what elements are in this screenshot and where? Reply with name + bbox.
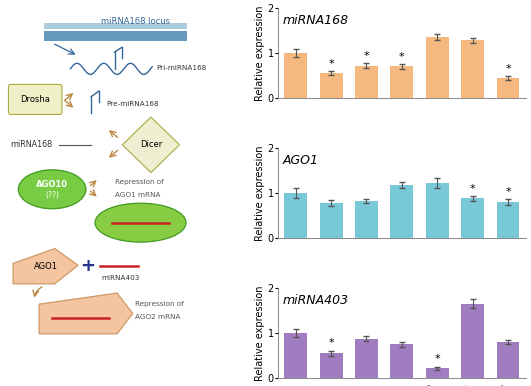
Text: *: * [505, 64, 511, 74]
Ellipse shape [18, 170, 86, 209]
Bar [284, 53, 307, 98]
Bar [461, 198, 484, 238]
Text: +: + [80, 257, 95, 275]
Text: AGO1: AGO1 [283, 154, 319, 167]
Text: AGO1: AGO1 [33, 262, 58, 271]
Text: AGO10: AGO10 [36, 180, 68, 190]
Bar [461, 304, 484, 378]
Text: Pre-miRNA168: Pre-miRNA168 [107, 101, 159, 107]
Text: *: * [470, 184, 475, 194]
Bar [390, 344, 413, 378]
Text: (??): (??) [45, 191, 59, 200]
Text: *: * [434, 354, 440, 364]
Bar [355, 339, 378, 378]
Bar [496, 202, 519, 238]
Bar [390, 66, 413, 98]
Y-axis label: Relative expression: Relative expression [255, 145, 265, 241]
Text: *: * [505, 187, 511, 197]
Text: *: * [328, 59, 334, 69]
Bar [284, 333, 307, 378]
Text: AGO2 mRNA: AGO2 mRNA [135, 314, 181, 320]
Bar [496, 342, 519, 378]
Text: miRNA168: miRNA168 [11, 141, 53, 149]
Text: Pri-miRNA168: Pri-miRNA168 [156, 65, 207, 71]
Text: *: * [328, 339, 334, 349]
Bar [44, 31, 187, 41]
Polygon shape [122, 117, 179, 173]
Text: *: * [364, 51, 369, 61]
Text: miRNA168: miRNA168 [283, 14, 349, 27]
Text: miRNA403: miRNA403 [101, 275, 140, 281]
Text: miRNA168 locus: miRNA168 locus [101, 17, 170, 26]
Y-axis label: Relative expression: Relative expression [255, 5, 265, 101]
Bar [426, 368, 449, 378]
Text: Dicer: Dicer [140, 141, 162, 149]
Bar [320, 203, 342, 238]
Text: miRNA403: miRNA403 [283, 294, 349, 307]
Polygon shape [39, 293, 133, 334]
Polygon shape [13, 249, 78, 284]
Bar [44, 22, 187, 29]
Text: Repression of: Repression of [115, 179, 163, 185]
Text: AGO1 mRNA: AGO1 mRNA [115, 192, 160, 198]
Bar [426, 183, 449, 238]
Text: Repression of: Repression of [135, 301, 184, 307]
FancyBboxPatch shape [8, 85, 62, 114]
Text: *: * [399, 52, 405, 62]
Bar [320, 73, 342, 98]
Bar [390, 185, 413, 238]
Bar [355, 201, 378, 238]
Y-axis label: Relative expression: Relative expression [255, 285, 265, 381]
Bar [284, 193, 307, 238]
Ellipse shape [95, 203, 186, 242]
Bar [355, 66, 378, 98]
Text: Drosha: Drosha [20, 95, 50, 104]
Bar [496, 78, 519, 98]
Bar [461, 40, 484, 98]
Bar [426, 37, 449, 98]
Bar [320, 354, 342, 378]
